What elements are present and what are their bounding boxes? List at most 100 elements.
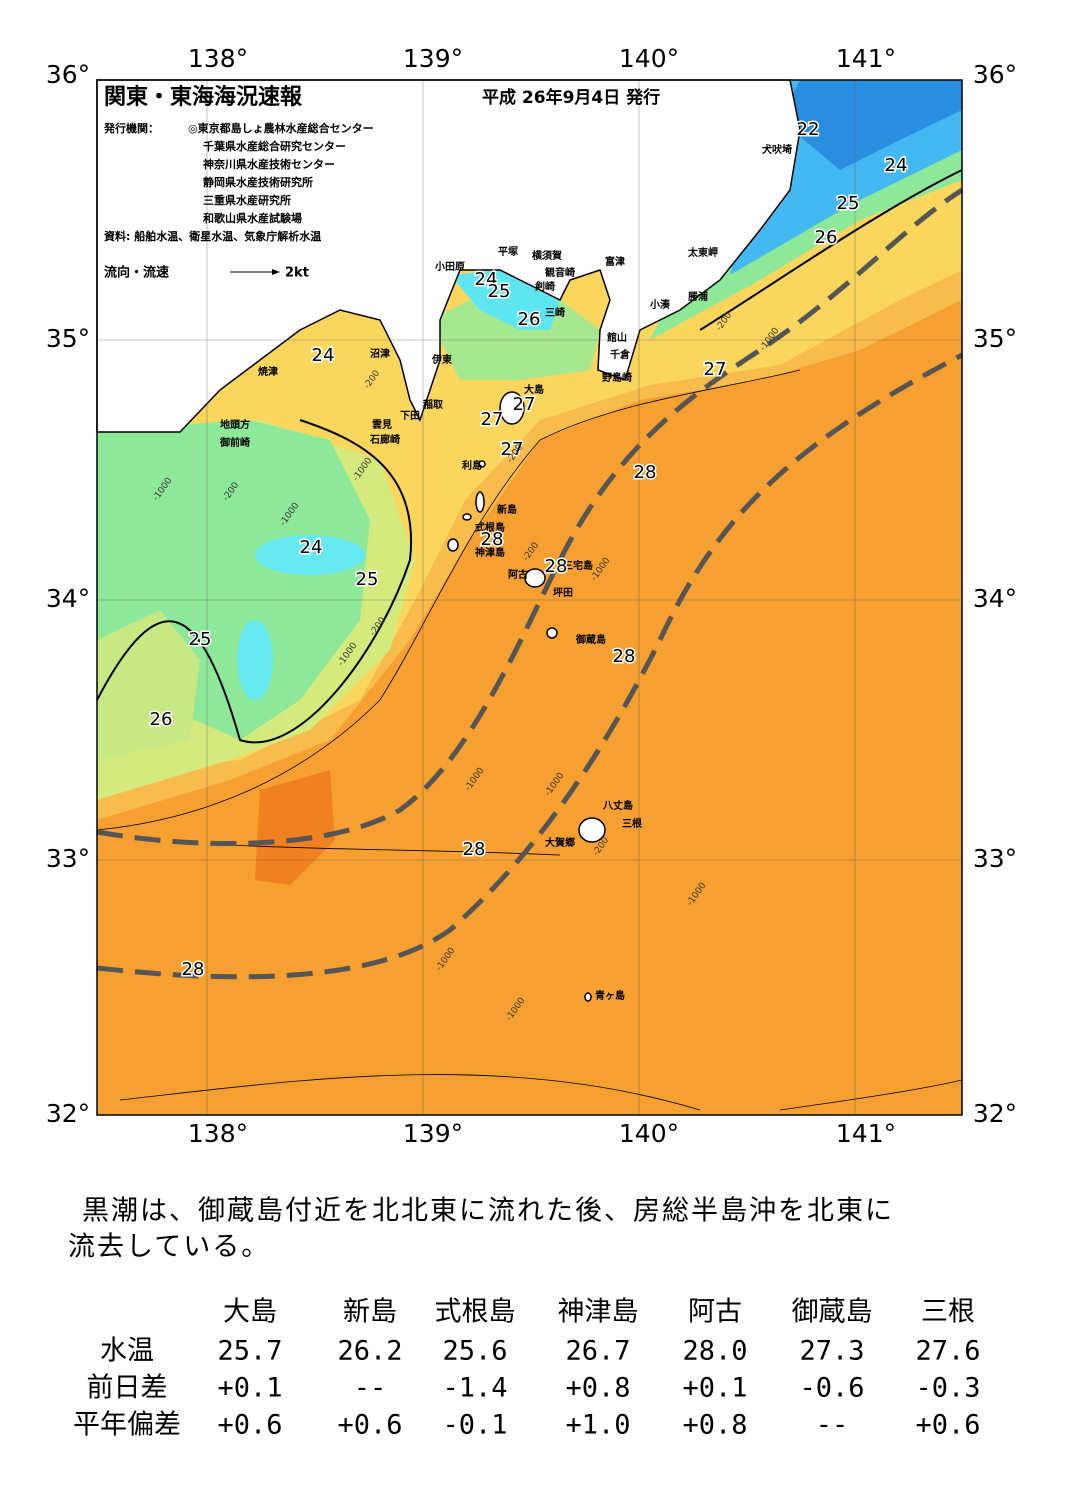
table-cell: +1.0 [565, 1410, 630, 1441]
island [546, 627, 558, 639]
summary-line: 流去している。 [68, 1232, 270, 1263]
table-cell: -0.3 [915, 1373, 980, 1404]
place-name: 犬吠埼 [762, 143, 792, 156]
place-name: 雲見 [372, 419, 392, 431]
place-name: 小田原 [434, 260, 465, 273]
contour-label: 26 [518, 309, 541, 330]
column-header: 阿古 [688, 1297, 742, 1328]
table-cell: +0.8 [682, 1410, 747, 1441]
lon-label: 141° [836, 44, 896, 73]
place-name: 千倉 [610, 348, 631, 361]
contour-label: 27 [501, 439, 524, 460]
contour-label: 28 [463, 839, 486, 860]
lat-label: 35° [46, 324, 90, 353]
place-name: 観音崎 [545, 266, 575, 279]
contour [96, 369, 801, 831]
lon-label: 140° [619, 44, 679, 73]
place-name: 石廊崎 [369, 433, 400, 446]
contour-label: 27 [481, 409, 504, 430]
table-cell: 27.3 [799, 1336, 864, 1367]
place-name: 阿古 [508, 568, 528, 581]
place-name: 三根 [622, 817, 642, 830]
lon-label: 139° [403, 1119, 463, 1148]
island [462, 513, 472, 521]
place-name: 八丈島 [602, 799, 633, 812]
sst-zone [780, 80, 962, 170]
table-cell: +0.6 [337, 1410, 402, 1441]
table-cell: -- [816, 1410, 849, 1441]
table-cell: +0.6 [915, 1410, 980, 1441]
sst-zone [237, 620, 273, 700]
table-cell: 26.7 [565, 1336, 630, 1367]
flow-unit: 2kt [285, 266, 309, 281]
island [447, 538, 459, 552]
place-name: 三崎 [545, 306, 565, 319]
table-cell: -- [354, 1373, 387, 1404]
contour-label: 25 [488, 281, 511, 302]
island [578, 817, 606, 843]
contour [229, 844, 561, 856]
publisher: 和歌山県水産試験場 [203, 211, 302, 225]
contour-label: 25 [189, 629, 212, 650]
column-header: 神津島 [558, 1297, 639, 1328]
publisher: 千葉県水産総合研究センター [203, 139, 346, 153]
place-name: 富津 [605, 255, 625, 268]
table-cell: 28.0 [682, 1336, 747, 1367]
lat-label: 34° [46, 584, 90, 613]
kuroshio-axis [96, 187, 964, 980]
table-cell: -1.4 [442, 1373, 507, 1404]
contour-label: 24 [300, 537, 323, 558]
map-frame [96, 79, 963, 1116]
place-name: 青ヶ島 [595, 989, 625, 1002]
place-name: 焼津 [258, 365, 278, 378]
column-header: 式根島 [435, 1297, 516, 1328]
lon-label: 141° [836, 1119, 896, 1148]
place-name: 御蔵島 [575, 633, 606, 646]
place-name: 地頭方 [220, 418, 250, 431]
island [584, 992, 592, 1002]
title: 関東・東海海況速報 [104, 84, 303, 110]
place-name: 御前崎 [219, 436, 250, 449]
island [524, 568, 546, 588]
table-cell: 25.7 [217, 1336, 282, 1367]
row-header: 前日差 [87, 1373, 168, 1404]
publisher: ◎東京都島しょ農林水産総合センター [188, 121, 374, 135]
contour [699, 169, 963, 331]
place-name: 大島 [524, 383, 544, 396]
lat-label: 36° [973, 60, 1017, 89]
publisher: 静岡県水産技術研究所 [203, 175, 313, 189]
place-name: 新島 [497, 503, 517, 516]
contour-label: 28 [481, 529, 504, 550]
place-name: 野島崎 [602, 371, 632, 384]
table-cell: 26.2 [337, 1336, 402, 1367]
issue-date: 平成 26年9月4日 発行 [482, 87, 660, 108]
island [499, 391, 525, 425]
contour-label: 27 [513, 394, 536, 415]
contour-label: 22 [797, 119, 820, 140]
lat-label: 32° [973, 1099, 1017, 1128]
lon-label: 138° [188, 44, 248, 73]
place-name: 伊東 [431, 353, 452, 366]
contour-label: 28 [182, 959, 205, 980]
contour [119, 1074, 963, 1111]
table-cell: 25.6 [442, 1336, 507, 1367]
table-cell: +0.1 [682, 1373, 747, 1404]
lon-label: 140° [619, 1119, 679, 1148]
sst-zone [255, 535, 365, 575]
table-cell: +0.6 [217, 1410, 282, 1441]
lat-label: 32° [46, 1099, 90, 1128]
place-name: 勝浦 [688, 290, 708, 303]
sst-zone [97, 610, 200, 760]
table-cell: +0.8 [565, 1373, 630, 1404]
place-name: 小湊 [649, 298, 671, 311]
contour-label: 27 [704, 359, 727, 380]
place-name: 館山 [606, 331, 627, 344]
row-header: 水温 [100, 1336, 154, 1367]
place-name: 平塚 [498, 245, 518, 258]
column-header: 新島 [343, 1297, 397, 1328]
table-cell: -0.1 [442, 1410, 507, 1441]
contours [96, 169, 963, 1111]
contour-label: 24 [475, 269, 498, 290]
contour-label: 24 [885, 155, 908, 176]
